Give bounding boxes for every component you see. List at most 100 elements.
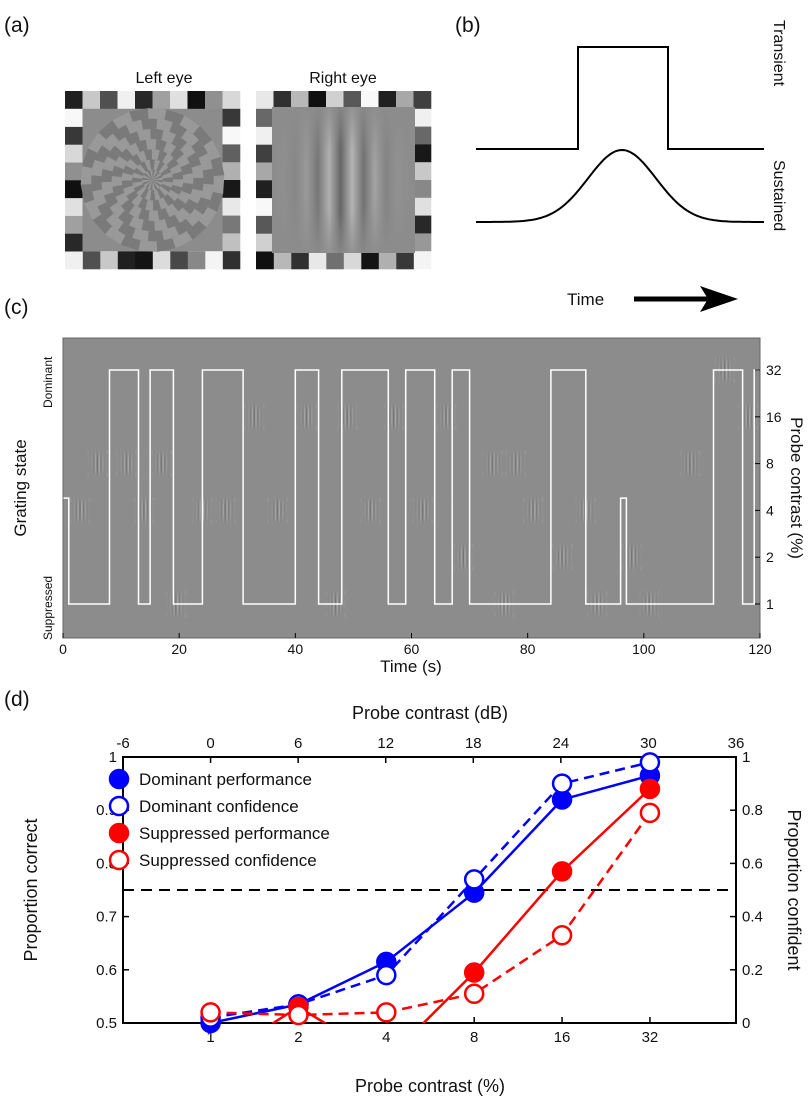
checker-segment [112, 111, 133, 129]
probe-gabor [382, 402, 407, 431]
left-frame-cell [65, 144, 83, 163]
timeline-x-tick-label: 60 [404, 641, 420, 657]
top-tick-label: 6 [294, 735, 302, 752]
left-frame-cell [152, 91, 171, 110]
checker-segment [90, 175, 102, 192]
checker-segment [137, 128, 151, 141]
checker-segment [161, 129, 177, 144]
checker-segment [160, 167, 172, 176]
right-frame-cell [413, 144, 432, 163]
checker-segment [149, 169, 153, 180]
checker-segment [213, 175, 225, 195]
right-frame-cell [256, 233, 274, 252]
probe-gabor [114, 449, 139, 478]
probe-envelope [85, 449, 110, 478]
top-tick-label: 18 [465, 735, 482, 752]
checker-segment [142, 177, 153, 180]
probe-envelope [382, 402, 407, 431]
checker-segment [111, 175, 123, 187]
right-frame-cell [361, 251, 379, 270]
timeline-x-label: Time (s) [380, 657, 442, 676]
probe-gabor [620, 543, 645, 572]
right-frame-cell [413, 215, 432, 234]
data-point [551, 861, 573, 882]
checker-segment [170, 163, 183, 175]
right-frame-cell [326, 91, 344, 110]
checker-segment [203, 140, 221, 161]
checker-segment [181, 129, 200, 147]
left-frame-cell [222, 233, 241, 252]
checker-segment [101, 168, 113, 183]
probe-envelope [620, 543, 645, 572]
right-frame-cell [256, 251, 274, 270]
probe-envelope [480, 449, 505, 478]
timeline-x-tick-label: 40 [288, 641, 304, 657]
left-frame-cell [222, 162, 241, 181]
probe-envelope [358, 496, 383, 525]
top-tick-label: 24 [553, 735, 570, 752]
checker-segment [152, 172, 162, 180]
left-frame-cell [100, 91, 118, 110]
checker-segment [92, 214, 112, 235]
checker-segment [152, 199, 162, 211]
data-point [463, 962, 485, 983]
right-frame-cell [396, 251, 414, 270]
left-frame-cell [65, 251, 83, 270]
probe-gabor [504, 449, 529, 478]
checker-segment [145, 171, 153, 180]
checker-segment [152, 180, 160, 189]
checker-segment [140, 188, 149, 200]
right-frame-cell [256, 108, 274, 127]
checker-segment [172, 179, 184, 188]
right-frame-cell [413, 108, 432, 127]
checker-segment [194, 197, 211, 215]
probe-gabor [451, 543, 476, 572]
left-frame-cell [152, 251, 171, 270]
x-tick-label: 2 [294, 1029, 302, 1046]
checker-segment [203, 168, 215, 185]
checker-segment [162, 177, 173, 183]
probe-gabor [213, 496, 238, 525]
checker-segment [132, 172, 143, 179]
checker-segment [161, 226, 180, 241]
legend-entry: Suppressed confidence [139, 851, 317, 870]
checker-segment [142, 174, 153, 180]
data-point [639, 802, 661, 824]
probe-gabor [480, 449, 505, 478]
right-frame-cell [413, 126, 432, 145]
timeline-x-ticks: 0 20 40 60 80 100 120 [59, 633, 772, 657]
checker-segment [144, 189, 152, 201]
time-arrow-head [700, 286, 738, 312]
checker-segment [133, 184, 145, 193]
left-frame-cell [187, 251, 206, 270]
checker-segment [171, 134, 188, 150]
probe-envelope [521, 496, 546, 525]
checker-segment [145, 139, 157, 150]
right-frame-cell [256, 215, 274, 234]
right-tick-label: 0.2 [742, 962, 763, 979]
checker-segment [153, 189, 161, 201]
probe-gabor [294, 402, 319, 431]
checker-segment [158, 163, 169, 174]
checker-segment [163, 194, 175, 207]
checker-segment [162, 152, 174, 166]
checker-segment [165, 203, 179, 218]
series-markers [200, 752, 661, 1034]
right-frame-cell [291, 251, 309, 270]
time-label: Time [567, 290, 604, 309]
checker-segment [182, 173, 194, 185]
timeline-right-ticks: 32 16 8 4 2 1 [755, 362, 782, 612]
checker-segment [148, 210, 160, 221]
checker-segment [182, 198, 199, 215]
probe-envelope [678, 449, 703, 478]
right-tick-label: 1 [742, 749, 750, 766]
checker-segment [201, 183, 215, 201]
checker-segment [152, 180, 162, 188]
left-frame-cell [65, 180, 83, 199]
right-frame-cell [291, 91, 309, 110]
checker-segment [152, 180, 158, 190]
probe-gabor [68, 496, 93, 525]
checker-segment [149, 159, 155, 170]
right-frame-cell [413, 251, 432, 270]
checker-segment [111, 165, 124, 177]
